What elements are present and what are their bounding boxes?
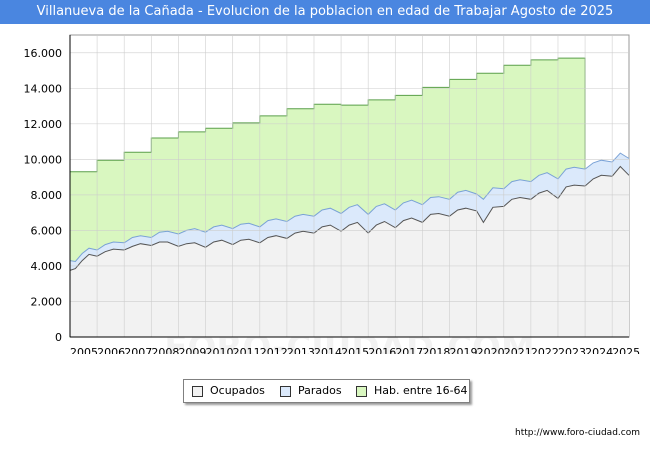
legend-label-hab: Hab. entre 16-64	[374, 384, 468, 397]
chart-title: Villanueva de la Cañada - Evolucion de l…	[0, 0, 650, 24]
x-tick-label: 2012	[260, 346, 288, 354]
x-tick-label: 2013	[287, 346, 315, 354]
series-parados-line	[69, 152, 630, 263]
y-tick-label: 16.000	[24, 47, 63, 60]
x-tick-label: 2025	[612, 346, 640, 354]
x-tick-label: 2017	[395, 346, 423, 354]
series-ocupados-line	[69, 165, 630, 271]
legend-label-ocupados: Ocupados	[210, 384, 265, 397]
chart-legend: Ocupados Parados Hab. entre 16-64	[183, 379, 470, 403]
y-tick-label: 4.000	[31, 260, 63, 273]
x-tick-label: 2008	[151, 346, 179, 354]
legend-swatch-hab	[356, 386, 367, 397]
legend-swatch-ocupados	[192, 386, 203, 397]
chart-area: FORO-CIUDAD.COM02.0004.0006.0008.00010.0…	[24, 34, 640, 354]
x-tick-label: 2020	[477, 346, 505, 354]
x-tick-label: 2015	[341, 346, 369, 354]
y-tick-label: 10.000	[24, 153, 63, 166]
x-tick-label: 2006	[97, 346, 125, 354]
x-tick-label: 2014	[314, 346, 342, 354]
x-tick-label: 2024	[585, 346, 613, 354]
x-tick-label: 2007	[124, 346, 152, 354]
x-tick-label: 2018	[422, 346, 450, 354]
y-tick-label: 14.000	[24, 82, 63, 95]
x-tick-label: 2005	[70, 346, 98, 354]
x-tick-label: 2010	[206, 346, 234, 354]
y-tick-label: 6.000	[31, 224, 63, 237]
y-tick-label: 12.000	[24, 118, 63, 131]
series-ocupados-area	[70, 166, 629, 337]
x-tick-label: 2022	[531, 346, 559, 354]
x-tick-label: 2021	[504, 346, 532, 354]
legend-swatch-parados	[280, 386, 291, 397]
x-tick-label: 2019	[450, 346, 478, 354]
x-tick-label: 2023	[558, 346, 586, 354]
x-tick-label: 2011	[233, 346, 261, 354]
y-tick-label: 2.000	[31, 295, 63, 308]
x-tick-label: 2016	[368, 346, 396, 354]
legend-label-parados: Parados	[298, 384, 342, 397]
x-tick-label: 2009	[178, 346, 206, 354]
y-tick-label: 8.000	[31, 189, 63, 202]
source-url: http://www.foro-ciudad.com	[515, 428, 640, 438]
y-tick-label: 0	[55, 331, 62, 344]
